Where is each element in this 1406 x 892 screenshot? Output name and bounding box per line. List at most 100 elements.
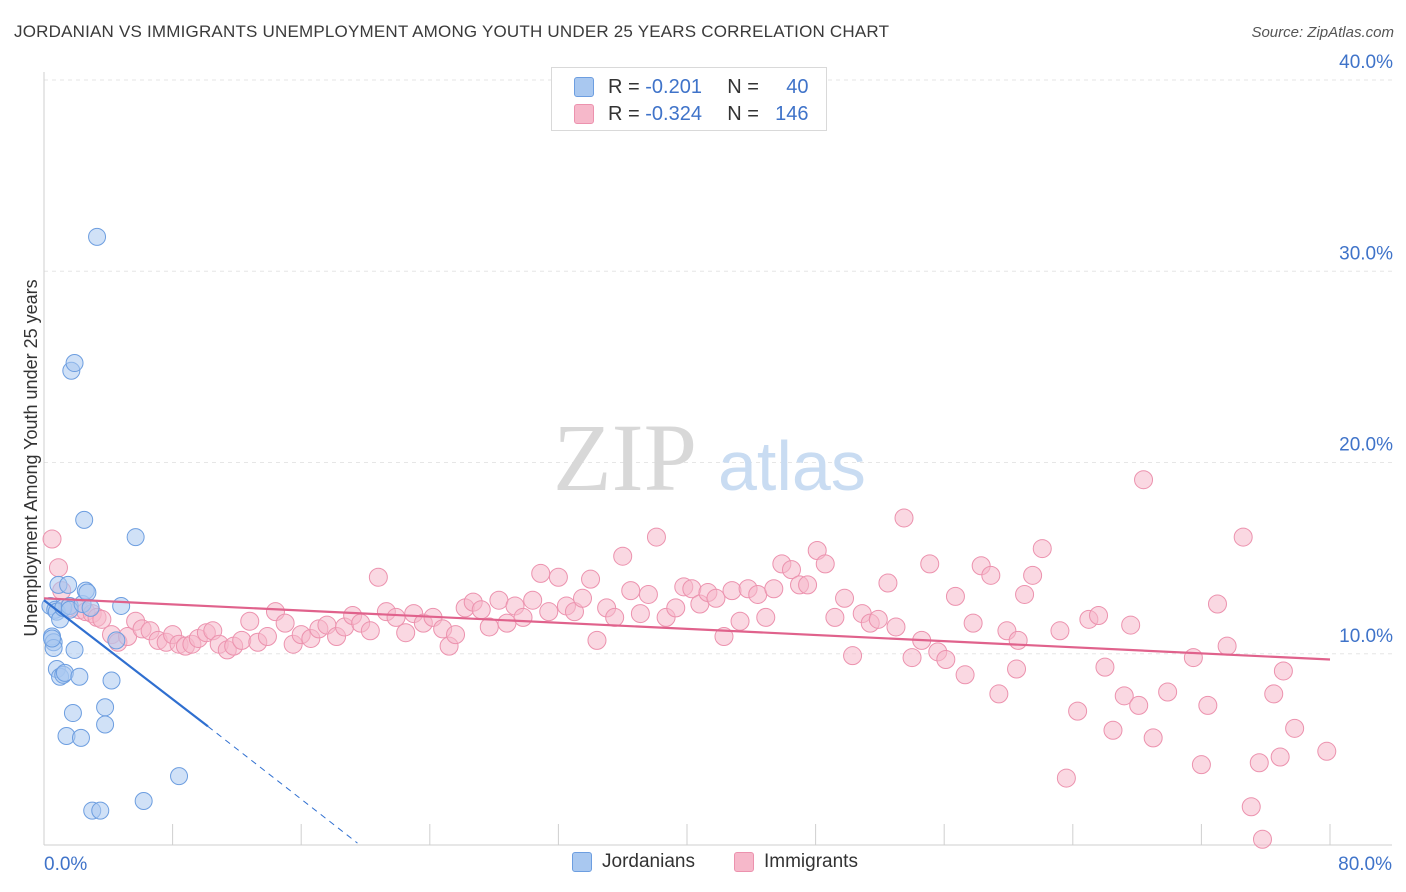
immigrants-point [989,684,1009,704]
jordanians-point [63,704,82,723]
legend-label-immigrants: Immigrants [764,851,858,872]
immigrants-point [1317,741,1337,761]
watermark-atlas: atlas [718,427,866,505]
immigrants-point [1273,661,1293,681]
jordanians-point [75,510,94,529]
trend-lines [43,597,1331,844]
immigrants-point [605,607,625,627]
immigrants-point [513,607,533,627]
immigrants-point [1089,606,1109,625]
immigrants-point [92,609,112,629]
immigrants-point [714,627,734,647]
immigrants-point [581,569,601,589]
immigrants-point [722,581,742,601]
immigrants-point [1183,648,1203,668]
jordanians-point [59,575,78,594]
n-value: 146 [775,102,809,125]
immigrants-point [798,575,818,595]
immigrants-point [587,630,607,650]
jordanians-point [65,640,84,659]
jordanians-point [78,583,97,602]
immigrants-point [1114,686,1134,706]
jordanians-trend-line [43,599,209,728]
axes [43,72,1392,846]
r-label: R = [608,102,640,125]
watermark-zip: ZIP [553,404,697,511]
immigrants-point [646,527,666,547]
n-label: N = [727,102,759,125]
jordanians-point [70,667,89,686]
immigrants-point [843,646,863,666]
immigrants-point [497,613,517,633]
legend-item-jordanians[interactable]: Jordanians [572,851,695,873]
jordanians-point [112,596,131,615]
immigrants-point [489,590,509,610]
immigrants-point [368,567,388,587]
immigrants-point [1068,701,1088,721]
x-tick-label-min: 0.0% [44,854,87,875]
immigrants-point [1217,636,1237,656]
jordanians-point [96,715,115,734]
immigrants-point [815,554,835,574]
immigrants-swatch [574,104,594,124]
jordanians-point [170,767,189,786]
immigrants-point [1121,615,1141,635]
immigrants-point [240,611,260,631]
jordanians-point [81,598,100,617]
n-label: N = [727,75,759,98]
stats-legend: R = -0.201 N = 40 R = -0.324 N = 146 [551,67,827,131]
immigrants-point [1249,753,1269,773]
jordanians-point [134,792,153,811]
immigrants-point [1143,728,1163,748]
immigrants-legend-swatch [734,852,754,872]
immigrants-point [1103,720,1123,740]
immigrants-point [621,581,641,601]
y-tick-labels: 10.0% 20.0% 30.0% 40.0% [1339,52,1393,647]
immigrants-point [1285,718,1305,738]
immigrants-point [630,604,650,624]
jordanians-point [96,698,115,717]
immigrants-point [764,579,784,599]
chart-title: JORDANIAN VS IMMIGRANTS UNEMPLOYMENT AMO… [14,22,890,41]
immigrants-point [1207,594,1227,614]
jordanians-point [107,631,126,650]
immigrants-point [1241,797,1261,817]
immigrants-point [748,584,768,604]
immigrants-point [878,573,898,593]
immigrants-point [1032,539,1052,559]
immigrants-point [360,621,380,641]
immigrants-point [257,627,277,647]
immigrants-point [902,648,922,668]
immigrants-point [275,613,295,633]
y-tick-label: 40.0% [1339,52,1393,73]
jordanians-point [43,629,62,648]
immigrants-point [613,546,633,566]
immigrants-point [1095,657,1115,677]
immigrants-point [539,602,559,622]
immigrants-point [1198,695,1218,715]
stats-row-jordanians: R = -0.201 N = 40 [574,74,809,100]
legend-item-immigrants[interactable]: Immigrants [734,851,858,873]
immigrants-point [781,560,801,580]
y-tick-label: 20.0% [1339,435,1393,456]
jordanians-legend-swatch [572,852,592,872]
immigrants-point [963,613,983,633]
grid-lines [44,79,1392,655]
immigrants-point [1056,768,1076,788]
immigrants-point [1233,527,1253,547]
immigrants-point [936,649,956,669]
immigrants-point [945,586,965,606]
immigrants-point [396,623,416,643]
r-value: -0.201 [645,75,702,98]
immigrants-trend-line [43,597,1331,661]
immigrants-point [825,607,845,627]
y-tick-label: 30.0% [1339,243,1393,264]
jordanians-swatch [574,77,594,97]
jordanians-point [88,227,107,246]
immigrants-point [471,600,491,620]
n-value: 40 [786,75,809,98]
immigrants-point [48,558,68,578]
immigrants-point [1023,565,1043,585]
immigrants-point [1264,684,1284,704]
